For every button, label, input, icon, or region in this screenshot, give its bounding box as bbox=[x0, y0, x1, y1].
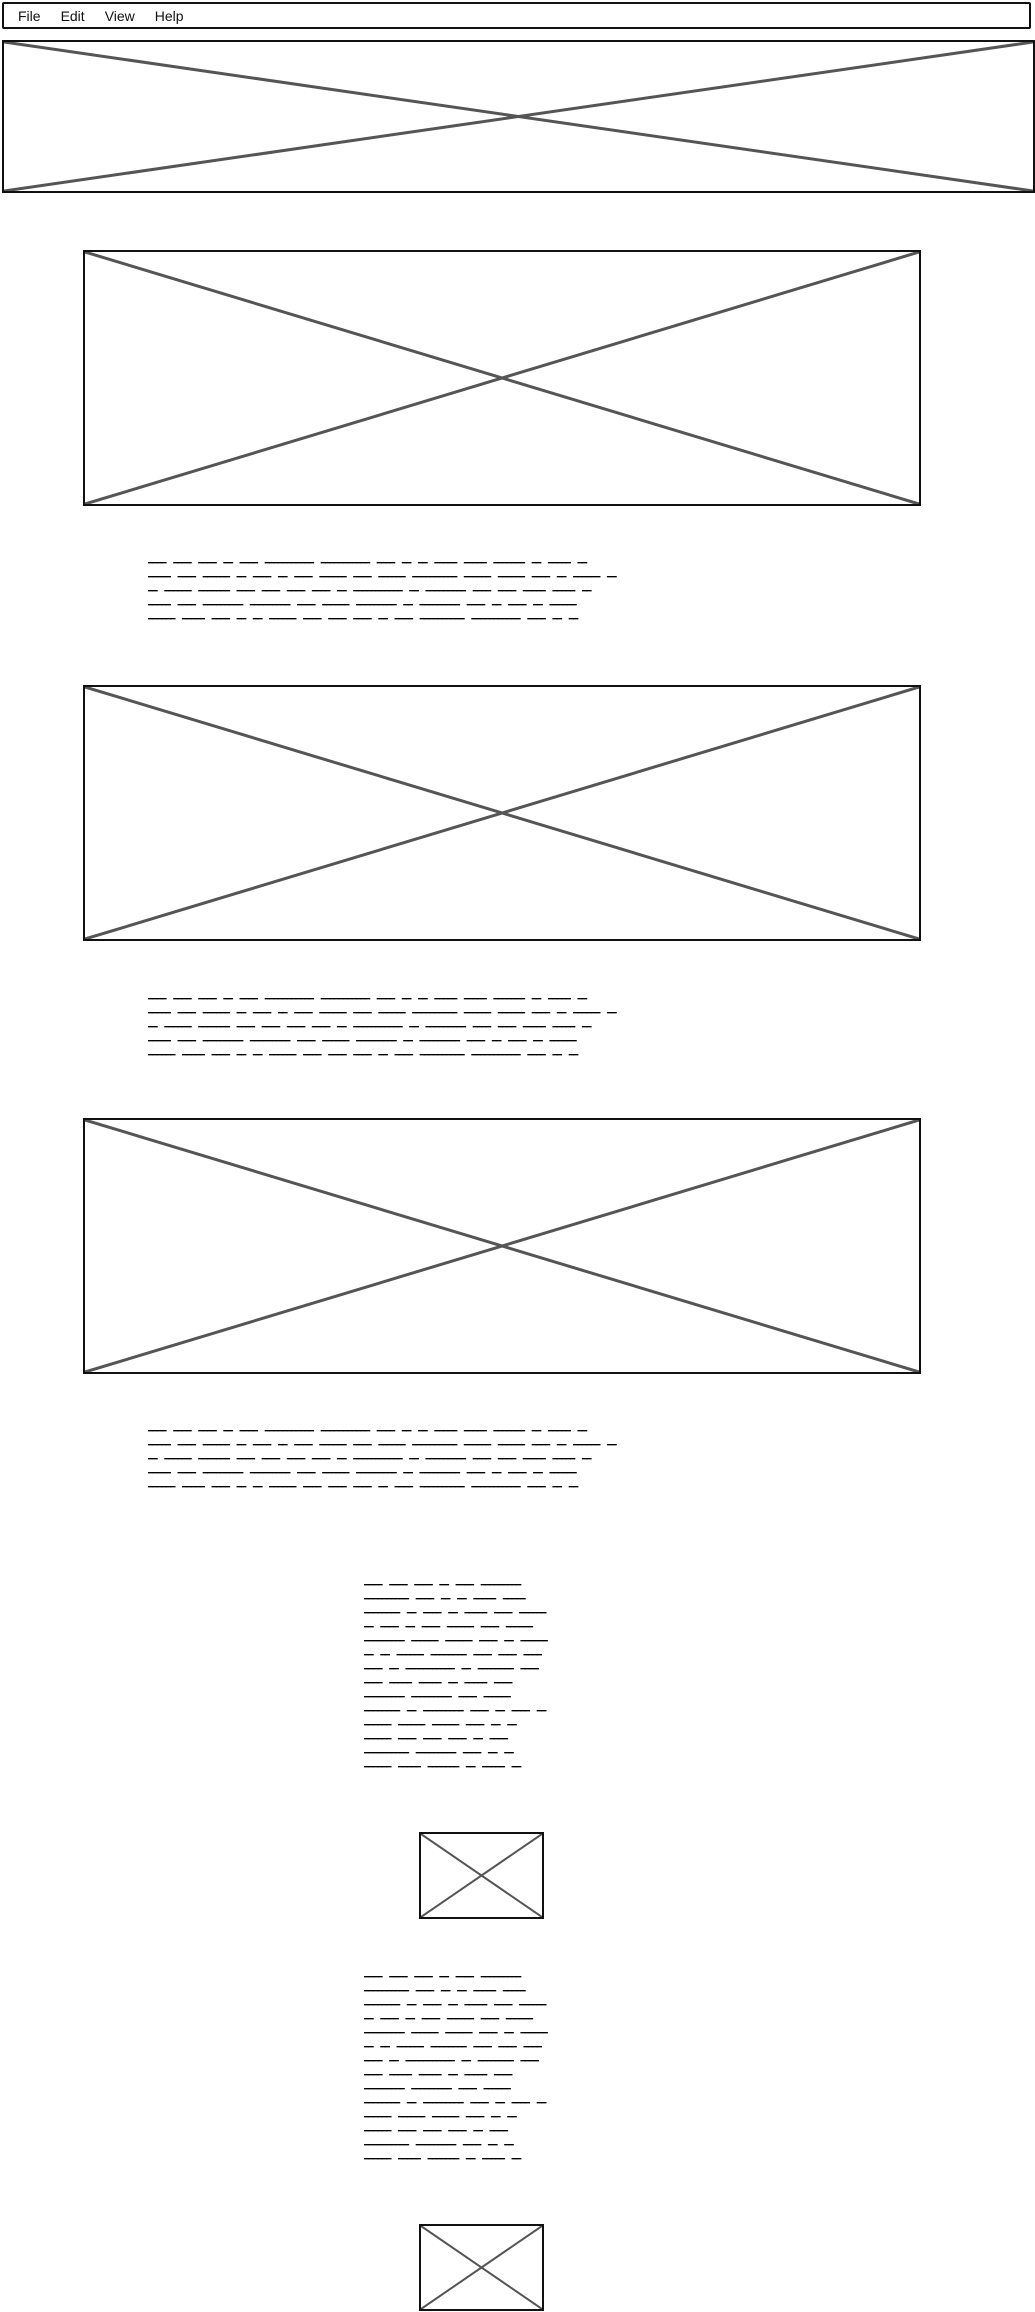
paragraph-2: ▬▬▬▬ ▬▬▬▬ ▬▬▬▬ ▬▬ ▬▬▬▬ ▬▬▬▬▬▬▬▬▬▬▬ ▬▬▬▬▬… bbox=[148, 996, 617, 1058]
image-placeholder-icon bbox=[421, 2226, 542, 2309]
paragraph-1: ▬▬▬▬ ▬▬▬▬ ▬▬▬▬ ▬▬ ▬▬▬▬ ▬▬▬▬▬▬▬▬▬▬▬ ▬▬▬▬▬… bbox=[148, 560, 617, 622]
small-image-2-placeholder bbox=[419, 2224, 544, 2311]
narrow-paragraph-2: ▬▬▬▬ ▬▬▬▬ ▬▬▬▬ ▬▬ ▬▬▬▬ ▬▬▬▬▬▬▬▬▬ ▬▬▬▬▬▬▬… bbox=[364, 1974, 548, 2162]
content-image-1-placeholder bbox=[83, 250, 921, 506]
image-placeholder-icon bbox=[85, 687, 919, 939]
menu-bar: File Edit View Help bbox=[2, 2, 1031, 29]
image-placeholder-icon bbox=[85, 252, 919, 504]
menu-help[interactable]: Help bbox=[154, 7, 184, 24]
image-placeholder-icon bbox=[4, 42, 1033, 191]
menu-file[interactable]: File bbox=[18, 7, 41, 24]
small-image-1-placeholder bbox=[419, 1832, 544, 1919]
narrow-paragraph-1: ▬▬▬▬ ▬▬▬▬ ▬▬▬▬ ▬▬ ▬▬▬▬ ▬▬▬▬▬▬▬▬▬ ▬▬▬▬▬▬▬… bbox=[364, 1582, 548, 1770]
content-image-2-placeholder bbox=[83, 685, 921, 941]
menu-edit[interactable]: Edit bbox=[60, 7, 85, 24]
paragraph-3: ▬▬▬▬ ▬▬▬▬ ▬▬▬▬ ▬▬ ▬▬▬▬ ▬▬▬▬▬▬▬▬▬▬▬ ▬▬▬▬▬… bbox=[148, 1428, 617, 1490]
menu-view[interactable]: View bbox=[104, 7, 135, 24]
image-placeholder-icon bbox=[421, 1834, 542, 1917]
hero-image-placeholder bbox=[2, 40, 1035, 193]
image-placeholder-icon bbox=[85, 1120, 919, 1372]
content-image-3-placeholder bbox=[83, 1118, 921, 1374]
